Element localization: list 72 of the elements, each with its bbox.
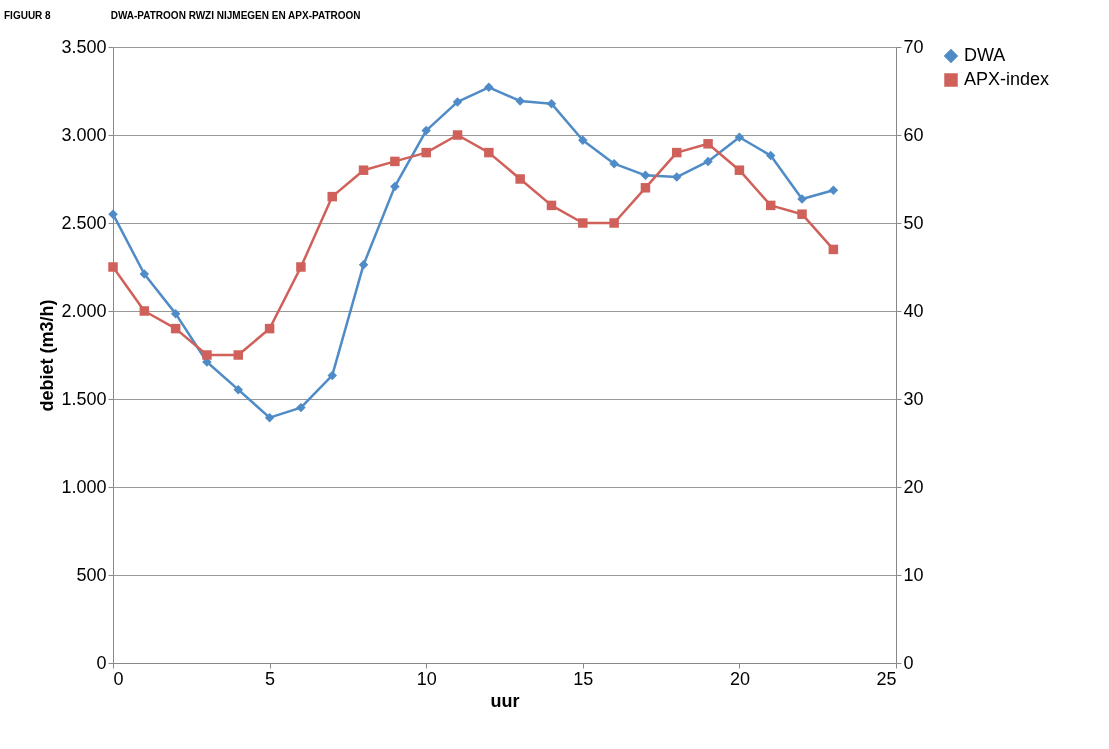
x-tick-label: 20: [729, 668, 750, 689]
point: [421, 147, 431, 158]
point: [640, 183, 651, 193]
point: [233, 350, 244, 360]
point: [421, 125, 431, 136]
point: [452, 130, 463, 140]
x-tick-label: 0: [113, 668, 124, 689]
point: [264, 412, 275, 423]
point: [672, 147, 682, 158]
text: FIGUUR 8: [4, 10, 51, 21]
legend-label: APX-index: [964, 69, 1050, 89]
point: [640, 170, 651, 181]
y-axis-title: debiet (m3/h): [37, 299, 58, 412]
point: [578, 135, 588, 146]
point: [546, 200, 557, 211]
point: [484, 82, 494, 93]
point: [139, 269, 150, 279]
x-tick-label: 5: [265, 668, 276, 689]
point: [703, 156, 713, 167]
x-axis-title: uur: [490, 690, 520, 711]
point: [390, 156, 400, 167]
y2-tick-label: 30: [903, 388, 924, 409]
point: [327, 191, 337, 202]
y2-tick-label: 60: [903, 124, 924, 145]
y-tick-label: 1.000: [61, 476, 107, 497]
point: [327, 370, 337, 381]
y-tick-label: 2.000: [61, 300, 107, 321]
y-tick-label: 3.000: [61, 124, 107, 145]
y-tick-label: 500: [76, 564, 107, 585]
y2-tick-label: 50: [903, 212, 924, 233]
point: [578, 218, 588, 228]
chart-subtitle: DWA-PATROON RWZI NIJMEGEN EN APX-PATROON: [110, 10, 361, 21]
point: [546, 98, 557, 109]
point: [170, 323, 181, 334]
point: [202, 350, 212, 360]
point: [484, 147, 494, 158]
point: [609, 158, 619, 169]
point: [390, 181, 400, 192]
point: [609, 218, 619, 228]
x-tick-label: 25: [876, 668, 897, 689]
y-tick-label: 3.500: [61, 36, 107, 57]
point: [139, 306, 150, 316]
point: [358, 259, 369, 270]
y2-tick-label: 10: [903, 564, 924, 585]
y2-tick-label: 70: [903, 36, 924, 57]
point: [828, 185, 839, 196]
y2-tick-label: 0: [903, 652, 914, 673]
point: [734, 132, 745, 143]
point: [672, 172, 682, 182]
point: [358, 165, 369, 175]
y2-tick-label: 40: [903, 300, 924, 321]
point: [233, 384, 244, 395]
point: [452, 97, 463, 107]
point: [515, 174, 525, 184]
point: [765, 150, 776, 161]
y-tick-label: 0: [96, 652, 107, 673]
y-tick-label: 2.500: [61, 212, 107, 233]
x-tick-label: 10: [416, 668, 437, 689]
x-tick-label: 15: [573, 668, 594, 689]
legend-label: DWA: [964, 45, 1006, 65]
point: [296, 402, 306, 413]
point: [108, 262, 118, 272]
point: [828, 244, 839, 255]
y2-tick-label: 20: [903, 476, 924, 497]
y-tick-label: 1.500: [61, 388, 107, 409]
point: [264, 323, 275, 334]
point: [765, 200, 776, 211]
point: [170, 308, 181, 319]
point: [734, 165, 745, 175]
point: [296, 262, 306, 272]
point: [703, 139, 713, 149]
point: [797, 209, 807, 219]
